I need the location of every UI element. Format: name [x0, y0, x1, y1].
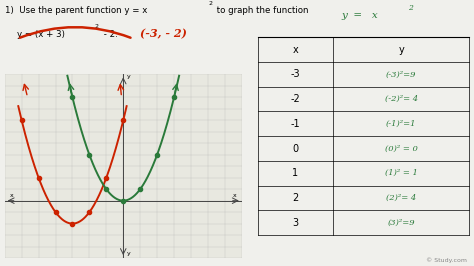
Text: 0: 0 [292, 144, 299, 153]
Point [69, 222, 76, 226]
Text: - 2.: - 2. [101, 30, 118, 39]
Text: y  =   x: y = x [342, 11, 379, 20]
Text: (-3)²=9: (-3)²=9 [386, 70, 417, 78]
Point [69, 95, 76, 99]
Text: (-1)²=1: (-1)²=1 [386, 120, 417, 128]
Point [35, 176, 42, 180]
Point [86, 153, 93, 157]
Point [137, 187, 144, 191]
Text: (0)² = 0: (0)² = 0 [385, 144, 418, 153]
Text: y: y [127, 251, 130, 256]
Text: 2: 2 [408, 4, 413, 12]
Text: -1: -1 [291, 119, 300, 129]
Text: 1: 1 [292, 168, 299, 178]
Text: (1)² = 1: (1)² = 1 [385, 169, 418, 177]
Text: x: x [292, 45, 298, 55]
Point [102, 176, 110, 180]
Text: -3: -3 [291, 69, 300, 79]
Point [153, 153, 161, 157]
Text: -2: -2 [291, 94, 300, 104]
Text: y: y [398, 45, 404, 55]
Text: 2: 2 [208, 1, 212, 6]
Point [170, 95, 178, 99]
Point [119, 198, 127, 203]
Point [52, 210, 59, 214]
Text: © Study.com: © Study.com [426, 258, 467, 263]
Text: 2: 2 [292, 193, 299, 203]
Text: (2)²= 4: (2)²= 4 [386, 194, 416, 202]
Text: 2: 2 [95, 24, 99, 29]
Text: 3: 3 [292, 218, 299, 228]
Text: (-2)²= 4: (-2)²= 4 [384, 95, 418, 103]
Text: y: y [127, 74, 130, 79]
Text: to graph the function: to graph the function [214, 6, 309, 15]
Text: y = (x + 3): y = (x + 3) [17, 30, 65, 39]
Text: x: x [9, 193, 13, 198]
Point [18, 118, 26, 122]
Point [86, 210, 93, 214]
Point [102, 187, 110, 191]
Text: (3)²=9: (3)²=9 [387, 219, 415, 227]
Text: x: x [233, 193, 237, 198]
Text: 1)  Use the parent function y = x: 1) Use the parent function y = x [5, 6, 147, 15]
Point [119, 118, 127, 122]
Text: (-3, - 2): (-3, - 2) [140, 28, 187, 39]
